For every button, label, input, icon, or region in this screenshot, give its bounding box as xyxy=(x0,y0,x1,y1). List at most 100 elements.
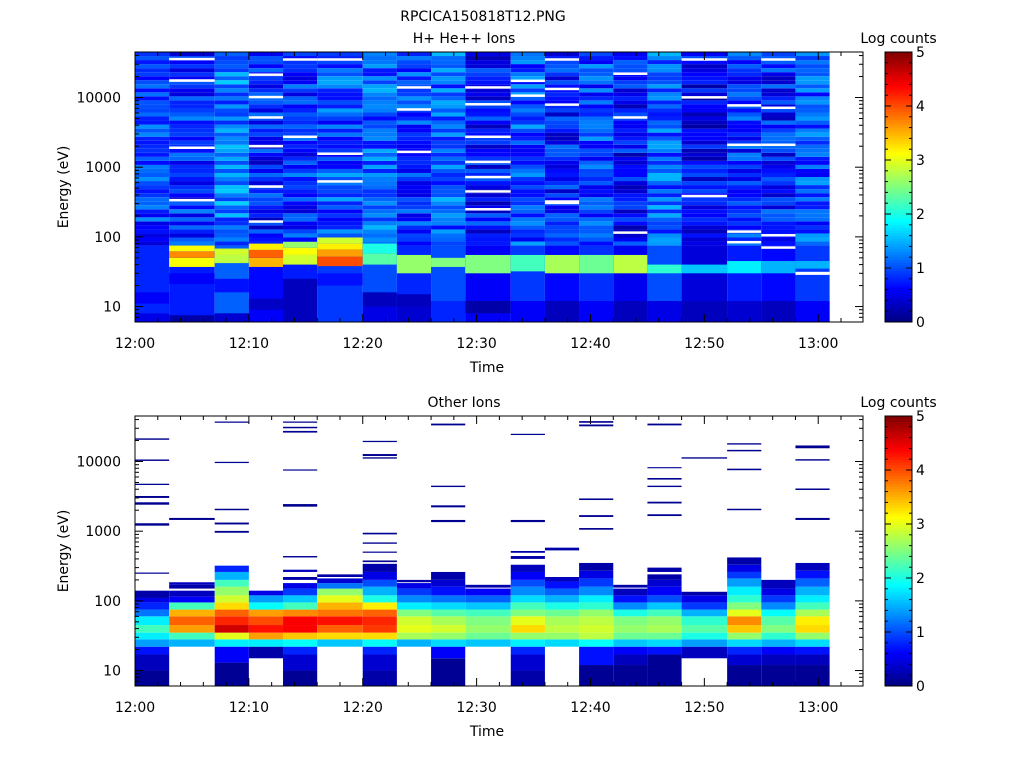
heatmap-cell xyxy=(431,116,466,121)
heatmap-cell xyxy=(579,578,614,587)
heatmap-cell xyxy=(761,124,796,129)
colorbar-segment xyxy=(885,575,912,579)
colorbar-segment xyxy=(885,246,912,250)
heatmap-cell xyxy=(727,205,762,210)
heatmap-cell xyxy=(248,64,284,69)
colorbar-segment xyxy=(885,89,912,93)
heatmap-cell xyxy=(396,116,432,121)
heatmap-cell xyxy=(283,116,318,121)
heatmap-cell xyxy=(396,156,432,161)
x-tick-label: 12:40 xyxy=(570,336,610,352)
colorbar-segment xyxy=(885,232,912,236)
colorbar-segment xyxy=(885,192,912,196)
heatmap-cell xyxy=(169,205,215,210)
heatmap-cell xyxy=(169,625,215,633)
heatmap-cell xyxy=(431,132,466,137)
heatmap-cell xyxy=(431,152,466,157)
heatmap-cell xyxy=(248,120,284,125)
heatmap-cell xyxy=(681,124,728,129)
heatmap-cell xyxy=(613,625,648,633)
colorbar-segment xyxy=(885,448,912,452)
heatmap-cell xyxy=(317,84,363,89)
sparse-count-line xyxy=(362,560,397,563)
heatmap-cell xyxy=(362,164,397,169)
heatmap-cell xyxy=(135,313,170,322)
heatmap-cell xyxy=(761,80,796,85)
colorbar-segment xyxy=(885,238,912,242)
heatmap-cell xyxy=(283,52,318,57)
y-tick-label: 1000 xyxy=(85,524,121,540)
heatmap-cell xyxy=(613,201,648,206)
colorbar-segment xyxy=(885,173,912,177)
empty-bin xyxy=(761,234,796,237)
heatmap-cell xyxy=(214,68,249,73)
heatmap-cell xyxy=(579,625,614,633)
heatmap-cell xyxy=(510,100,545,105)
colorbar-segment xyxy=(885,521,912,525)
heatmap-cell xyxy=(727,261,762,274)
heatmap-cell xyxy=(647,148,682,153)
sparse-count-line xyxy=(795,488,830,490)
heatmap-cell xyxy=(613,237,648,242)
heatmap-cell xyxy=(465,185,511,190)
heatmap-cell xyxy=(169,96,215,101)
heatmap-cell xyxy=(647,301,682,322)
heatmap-cell xyxy=(761,609,796,617)
colorbar-segment xyxy=(885,170,912,174)
sparse-count-line xyxy=(362,551,397,553)
heatmap-cell xyxy=(248,237,284,242)
empty-bin xyxy=(761,246,796,249)
heatmap-cell xyxy=(465,164,511,169)
colorbar-segment xyxy=(885,273,912,277)
heatmap-cell xyxy=(135,221,170,226)
heatmap-cell xyxy=(727,665,762,686)
heatmap-cell xyxy=(135,201,170,206)
heatmap-cell xyxy=(248,181,284,186)
heatmap-cell xyxy=(362,124,397,129)
heatmap-cell xyxy=(214,229,249,234)
empty-bin xyxy=(613,116,648,119)
heatmap-cell xyxy=(283,181,318,186)
heatmap-cell xyxy=(647,80,682,85)
colorbar-segment xyxy=(885,276,912,280)
heatmap-cell xyxy=(214,616,249,626)
heatmap-cell xyxy=(135,209,170,214)
heatmap-cell xyxy=(362,96,397,101)
heatmap-cell xyxy=(579,168,614,173)
heatmap-cell xyxy=(681,616,728,626)
heatmap-cell xyxy=(510,164,545,169)
empty-bin xyxy=(248,116,284,119)
heatmap-cell xyxy=(613,136,648,141)
heatmap-cell xyxy=(544,96,580,101)
sparse-count-line xyxy=(431,505,466,508)
heatmap-cell xyxy=(647,241,682,246)
heatmap-cell xyxy=(214,160,249,165)
heatmap-cell xyxy=(465,209,511,214)
heatmap-cell xyxy=(579,108,614,113)
heatmap-cell xyxy=(579,197,614,202)
heatmap-cell xyxy=(283,112,318,117)
heatmap-cell xyxy=(579,112,614,117)
heatmap-cell xyxy=(647,52,682,57)
heatmap-cell xyxy=(727,96,762,101)
heatmap-cell xyxy=(214,84,249,89)
heatmap-cell xyxy=(135,189,170,194)
colorbar-segment xyxy=(885,203,912,207)
colorbar-segment xyxy=(885,564,912,568)
heatmap-cell xyxy=(248,616,284,626)
heatmap-cell xyxy=(613,172,648,178)
heatmap-cell xyxy=(248,60,284,65)
heatmap-cell xyxy=(795,237,830,242)
heatmap-cell xyxy=(317,136,363,141)
colorbar-segment xyxy=(885,656,912,660)
heatmap-cell xyxy=(135,597,170,603)
heatmap-cell xyxy=(544,588,580,596)
heatmap-cell xyxy=(510,76,545,81)
heatmap-cell xyxy=(795,76,830,81)
sparse-count-line xyxy=(135,459,170,461)
heatmap-cell xyxy=(214,152,249,157)
x-tick-label: 12:30 xyxy=(456,700,496,716)
sparse-count-line xyxy=(362,454,397,456)
